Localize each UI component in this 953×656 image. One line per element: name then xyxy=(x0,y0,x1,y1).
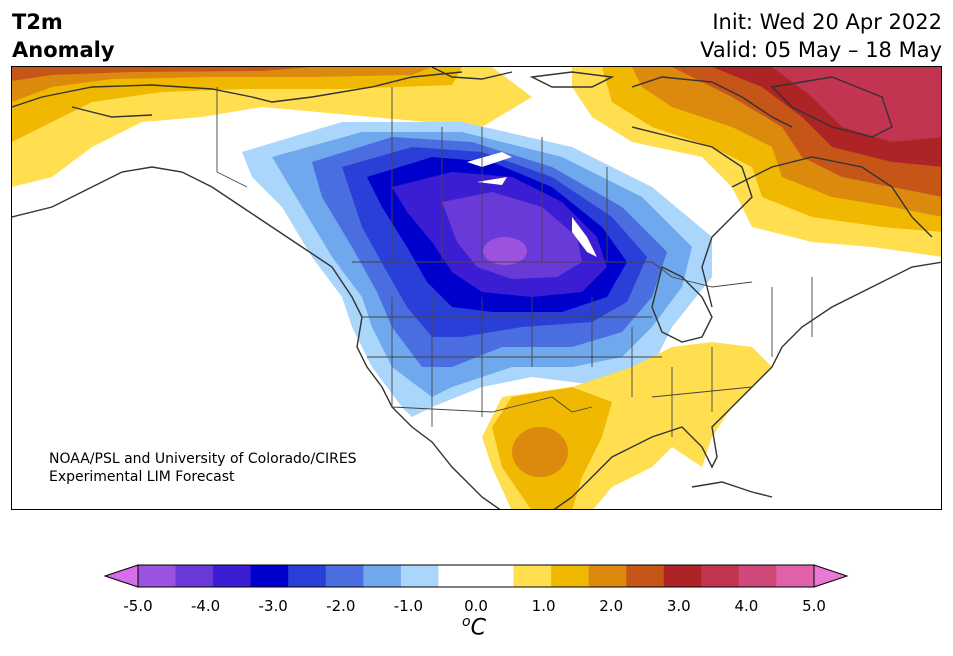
colorbar-tick-label: 2.0 xyxy=(599,597,624,615)
colorbar-segment xyxy=(663,565,702,587)
borders xyxy=(216,87,813,437)
cold-anomaly-center xyxy=(242,122,712,417)
colorbar-segment xyxy=(626,565,665,587)
colorbar xyxy=(103,564,849,588)
map-canvas xyxy=(12,67,941,509)
colorbar-tick-label: 4.0 xyxy=(734,597,759,615)
credit-line-1: NOAA/PSL and University of Colorado/CIRE… xyxy=(49,451,357,467)
colorbar-tick-label: -4.0 xyxy=(190,597,221,615)
colorbar-left-extension xyxy=(103,564,139,588)
colorbar-tick-label: -2.0 xyxy=(326,597,356,615)
warm-anomaly-northeast xyxy=(572,67,941,257)
colorbar-tick-label: -1.0 xyxy=(393,597,424,615)
anomaly-map xyxy=(11,66,942,510)
date-info: Init: Wed 20 Apr 2022 Valid: 05 May – 18… xyxy=(700,8,942,64)
credit-text: NOAA/PSL and University of Colorado/CIRE… xyxy=(49,450,357,486)
map-title: T2m Anomaly xyxy=(12,8,115,64)
colorbar-tick-label: 1.0 xyxy=(531,597,556,615)
colorbar-segment xyxy=(213,565,252,587)
colorbar-tick-label: 5.0 xyxy=(802,597,826,615)
colorbar-segment xyxy=(250,565,289,587)
coastlines xyxy=(12,67,941,509)
colorbar-segment xyxy=(701,565,740,587)
colorbar-tick-label: -3.0 xyxy=(258,597,288,615)
warm-anomaly-south xyxy=(482,342,772,509)
colorbar-segment xyxy=(588,565,627,587)
colorbar-segment xyxy=(476,565,515,587)
valid-range: Valid: 05 May – 18 May xyxy=(700,38,942,62)
colorbar-segment xyxy=(438,565,477,587)
colorbar-segment xyxy=(400,565,439,587)
colorbar-segment xyxy=(513,565,552,587)
title-variable: T2m xyxy=(12,10,63,34)
colorbar-tick-label: 3.0 xyxy=(666,597,691,615)
colorbar-segment xyxy=(776,565,815,587)
colorbar-right-extension xyxy=(813,564,849,588)
colorbar-segment xyxy=(175,565,214,587)
colorbar-segment xyxy=(738,565,777,587)
colorbar-segment xyxy=(551,565,590,587)
title-anomaly: Anomaly xyxy=(12,38,115,62)
credit-line-2: Experimental LIM Forecast xyxy=(49,469,235,485)
colorbar-outline xyxy=(137,564,815,588)
colorbar-segment xyxy=(288,565,327,587)
colorbar-segment xyxy=(325,565,364,587)
unit-label: oC xyxy=(462,614,486,641)
init-date: Init: Wed 20 Apr 2022 xyxy=(712,10,942,34)
colorbar-tick-label: -5.0 xyxy=(123,597,153,615)
colorbar-segment xyxy=(363,565,402,587)
colorbar-segment xyxy=(138,565,177,587)
colorbar-tick-label: 0.0 xyxy=(464,597,488,615)
